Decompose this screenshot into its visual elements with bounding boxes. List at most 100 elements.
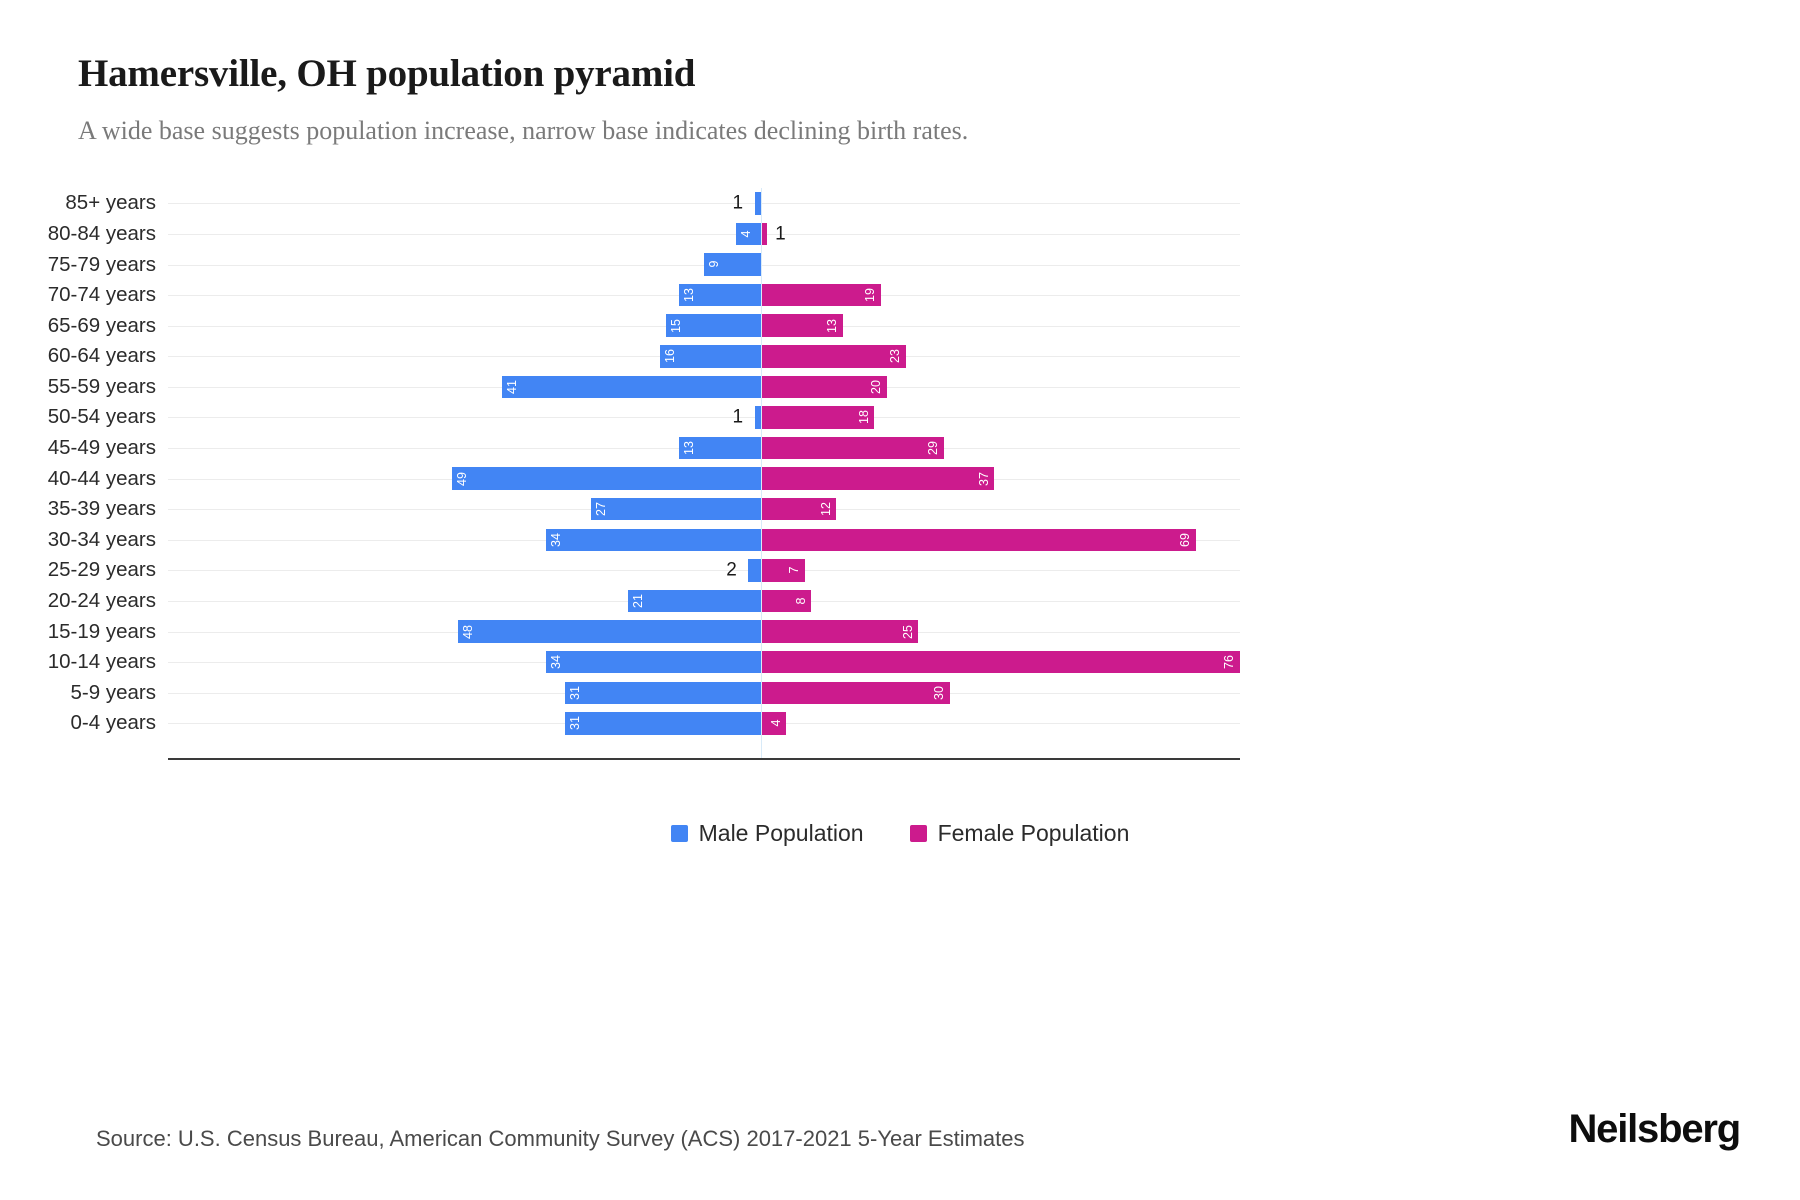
age-group-label: 75-79 years <box>47 252 156 276</box>
bar-male[interactable] <box>754 192 761 215</box>
gridline <box>168 233 1240 235</box>
bar-male[interactable]: 34 <box>546 528 761 552</box>
bar-female[interactable]: 23 <box>760 345 906 368</box>
bar-value-label: 7 <box>787 566 802 574</box>
pyramid-row: 15-19 years 48 25 <box>0 616 1800 647</box>
bar-value-label: 13 <box>681 441 696 455</box>
bar-value-label: 13 <box>681 288 696 303</box>
pyramid-row: 35-39 years 27 12 <box>0 494 1800 525</box>
row-track: 41 20 <box>168 372 1800 403</box>
bar-value-label: 1 <box>775 223 786 245</box>
bar-female[interactable]: 13 <box>760 314 843 337</box>
age-group-label: 40-44 years <box>47 466 156 490</box>
age-group-label: 55-59 years <box>47 374 156 398</box>
bar-female[interactable]: 4 <box>760 712 787 735</box>
pyramid-row: 80-84 years 4 1 <box>0 219 1800 250</box>
pyramid-row: 30-34 years 34 69 <box>0 525 1800 556</box>
bar-value-label: 31 <box>568 716 583 731</box>
bar-male[interactable]: 48 <box>458 620 761 643</box>
bar-female[interactable]: 8 <box>760 589 812 613</box>
bar-male[interactable]: 27 <box>590 497 761 521</box>
chart-header: Hamersville, OH population pyramid A wid… <box>0 0 1800 146</box>
bar-value-label: 1 <box>732 406 744 428</box>
bar-female[interactable]: 25 <box>760 620 919 643</box>
page-title: Hamersville, OH population pyramid <box>78 52 696 95</box>
bar-value-label: 9 <box>707 260 722 268</box>
center-axis-line <box>760 188 762 759</box>
row-track: 16 23 <box>168 341 1800 372</box>
axis-baseline <box>168 758 1240 761</box>
age-group-label: 25-29 years <box>47 558 156 582</box>
bar-female[interactable]: 76 <box>760 650 1240 674</box>
brand-logo: Neilsberg <box>1568 1107 1742 1151</box>
legend-item-female[interactable]: Female Population <box>909 820 1130 847</box>
bar-male[interactable]: 13 <box>678 283 761 307</box>
bar-female[interactable]: 20 <box>760 375 887 399</box>
row-track: 13 19 <box>168 280 1800 311</box>
bar-female[interactable]: 12 <box>760 497 837 521</box>
bar-value-label: 15 <box>669 318 684 333</box>
age-group-label: 60-64 years <box>47 344 156 368</box>
row-track: 48 25 <box>168 616 1800 647</box>
bar-female[interactable]: 19 <box>760 283 881 307</box>
bar-value-label: 29 <box>926 441 941 455</box>
bar-male[interactable]: 49 <box>451 467 761 490</box>
bar-male[interactable]: 4 <box>735 222 761 246</box>
bar-value-label: 69 <box>1178 532 1193 547</box>
bar-male[interactable]: 41 <box>502 375 761 399</box>
pyramid-row: 20-24 years 21 8 <box>0 586 1800 617</box>
row-track: 27 12 <box>168 494 1800 525</box>
plot-area: 85+ years 1 80-84 years 4 1 75-79 years 9 70-74… <box>0 188 1800 761</box>
gridline <box>168 417 1240 419</box>
bar-value-label: 2 <box>726 559 737 581</box>
bar-female[interactable]: 29 <box>760 436 944 460</box>
row-track: 34 69 <box>168 525 1800 556</box>
bar-male[interactable] <box>754 406 761 429</box>
pyramid-row: 75-79 years 9 <box>0 249 1800 280</box>
age-group-label: 80-84 years <box>47 221 156 245</box>
bar-value-label: 20 <box>869 379 884 394</box>
legend-label-female: Female Population <box>937 820 1130 847</box>
bar-male[interactable]: 34 <box>546 650 761 674</box>
pyramid-row: 5-9 years 31 30 <box>0 678 1800 709</box>
bar-value-label: 23 <box>888 349 903 364</box>
bar-male[interactable]: 15 <box>666 314 761 337</box>
pyramid-row: 55-59 years 41 20 <box>0 372 1800 403</box>
bar-male[interactable]: 21 <box>628 589 761 613</box>
bar-male[interactable]: 13 <box>678 436 761 460</box>
bar-value-label: 16 <box>662 349 677 364</box>
row-track: 49 37 <box>168 463 1800 494</box>
bar-value-label: 1 <box>732 192 744 214</box>
bar-male[interactable]: 16 <box>659 345 761 368</box>
legend-item-male[interactable]: Male Population <box>670 820 864 847</box>
legend-swatch-male-icon <box>670 825 688 843</box>
bar-female[interactable]: 30 <box>760 681 950 705</box>
age-group-label: 35-39 years <box>47 497 156 521</box>
bar-value-label: 4 <box>738 230 753 238</box>
bar-male[interactable]: 9 <box>704 253 761 276</box>
age-group-label: 50-54 years <box>47 405 156 429</box>
bar-female[interactable]: 69 <box>760 528 1196 552</box>
bar-female[interactable]: 37 <box>760 467 995 490</box>
age-group-label: 20-24 years <box>47 589 156 613</box>
pyramid-row: 45-49 years 13 29 <box>0 433 1800 464</box>
age-group-label: 45-49 years <box>47 436 156 460</box>
bar-male[interactable] <box>748 559 761 582</box>
age-group-label: 70-74 years <box>47 283 156 307</box>
bar-male[interactable]: 31 <box>565 681 761 705</box>
bar-female[interactable] <box>760 222 768 246</box>
pyramid-row: 40-44 years 49 37 <box>0 463 1800 494</box>
age-group-label: 85+ years <box>65 191 156 215</box>
bar-female[interactable]: 18 <box>760 406 875 429</box>
bar-female[interactable]: 7 <box>760 559 805 582</box>
pyramid-row: 0-4 years 31 4 <box>0 708 1800 739</box>
age-group-label: 10-14 years <box>47 650 156 674</box>
pyramid-row: 85+ years 1 <box>0 188 1800 219</box>
row-track: 31 4 <box>168 708 1800 739</box>
age-group-label: 30-34 years <box>47 527 156 551</box>
legend-swatch-female-icon <box>909 825 927 843</box>
chart-page: Hamersville, OH population pyramid A wid… <box>0 0 1800 1151</box>
bar-male[interactable]: 31 <box>565 712 761 735</box>
pyramid-row: 10-14 years 34 76 <box>0 647 1800 678</box>
